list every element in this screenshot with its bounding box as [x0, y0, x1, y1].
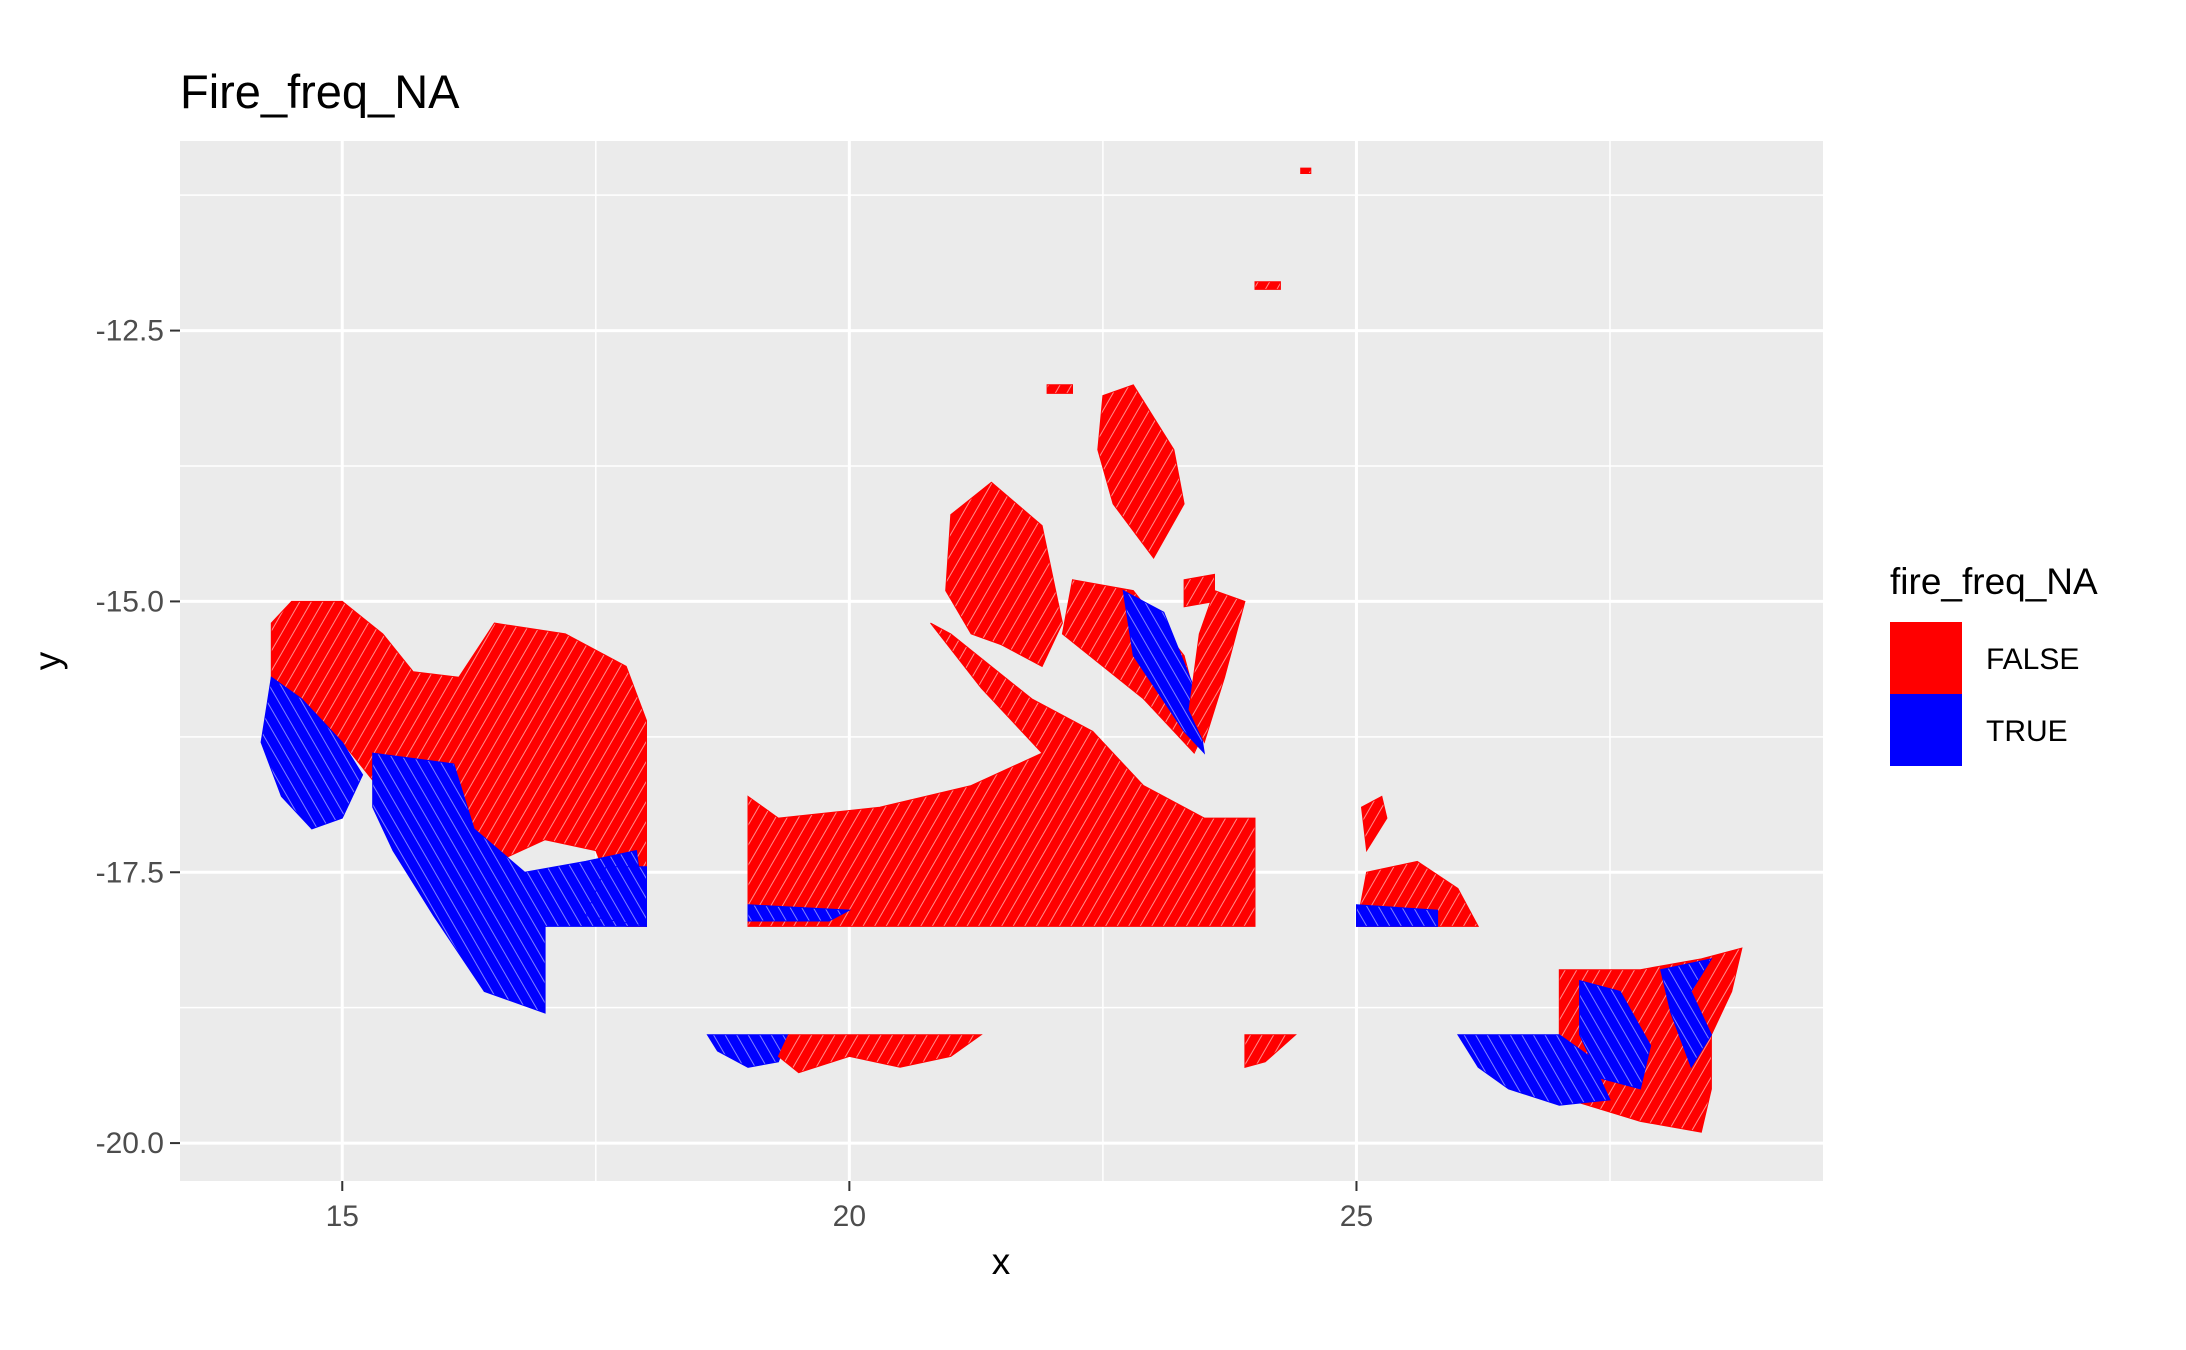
chart-title: Fire_freq_NA	[180, 65, 460, 118]
region-east-dot-false	[1360, 795, 1388, 853]
region-southeast-true-inner	[1579, 979, 1652, 1090]
region-north-false-1	[945, 481, 1063, 668]
x-axis: 15 20 25	[326, 1181, 1373, 1233]
y-tick-label: -12.5	[96, 315, 164, 348]
legend-title: fire_freq_NA	[1890, 561, 2098, 602]
legend: fire_freq_NA FALSE TRUE	[1890, 561, 2098, 766]
legend-swatch-true	[1890, 694, 1962, 766]
region-top-dot-3	[1300, 167, 1312, 174]
y-tick-label: -15.0	[96, 585, 164, 618]
x-tick-label: 25	[1340, 1200, 1373, 1233]
region-west-true-center	[372, 752, 648, 1014]
region-north-false-3	[1097, 384, 1185, 560]
region-southeast-true-east	[1660, 958, 1713, 1069]
region-north-false-4	[1183, 573, 1215, 608]
x-tick-label: 15	[326, 1200, 359, 1233]
region-central-false	[747, 622, 1256, 927]
data-regions	[260, 167, 1743, 1133]
y-tick-label: -17.5	[96, 856, 164, 889]
y-axis: -12.5 -15.0 -17.5 -20.0	[96, 315, 180, 1160]
grid-major	[180, 141, 1823, 1181]
region-south-small-false	[1244, 1034, 1297, 1068]
region-southeast-true-west	[1456, 1034, 1611, 1106]
legend-label-true: TRUE	[1986, 715, 2068, 748]
legend-label-false: FALSE	[1986, 643, 2079, 676]
region-east-small-true	[1356, 904, 1439, 927]
region-strip-true-central	[747, 904, 852, 922]
y-axis-title: y	[27, 651, 68, 670]
region-south-central-false	[777, 1034, 983, 1074]
legend-swatch-false	[1890, 622, 1962, 694]
region-north-right-stripe	[1188, 589, 1246, 744]
region-north-true-wedge	[1122, 589, 1206, 755]
region-top-dot-1	[1254, 281, 1281, 290]
y-tick-label: -20.0	[96, 1127, 164, 1160]
x-tick-label: 20	[833, 1200, 866, 1233]
region-west-true-left	[260, 676, 364, 830]
region-top-dot-2	[1046, 384, 1073, 394]
region-south-west-true	[706, 1034, 790, 1068]
region-strip-true-west	[584, 866, 647, 927]
x-axis-title: x	[992, 1241, 1011, 1282]
